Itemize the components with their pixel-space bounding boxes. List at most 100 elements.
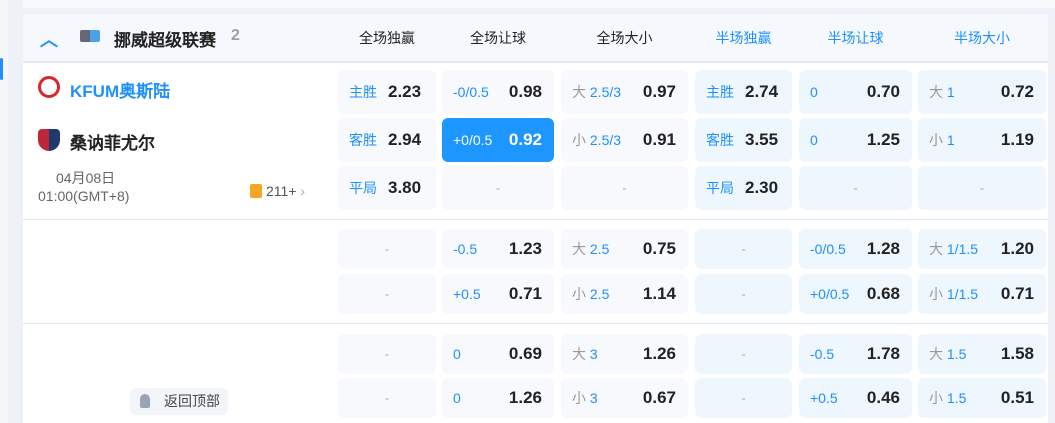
odds-value: 0.92	[508, 130, 542, 149]
over-under-label: 小	[929, 132, 943, 148]
odds-value: 1.14	[642, 284, 676, 303]
odds-cell[interactable]: +0.5 0.71	[442, 274, 554, 314]
odds-cell: -	[799, 166, 912, 210]
odds-label: +0/0.5	[453, 132, 492, 148]
odds-cell[interactable]: -0.5 1.23	[442, 229, 554, 269]
odds-value: 2.94	[388, 130, 422, 149]
handicap-line: -0/0.5	[453, 84, 489, 100]
over-under-label: 大	[572, 241, 586, 257]
league-logo-icon	[80, 30, 100, 42]
odds-cell: -	[442, 166, 554, 210]
odds-value: 0.69	[508, 344, 542, 363]
over-under-label: 大	[572, 84, 586, 100]
home-team-logo-icon	[38, 76, 60, 98]
odds-label: 0	[453, 346, 461, 362]
odds-value: 0.71	[1000, 284, 1034, 303]
odds-cell: -	[338, 229, 436, 269]
odds-cell[interactable]: 小 2.5 1.14	[561, 274, 688, 314]
odds-cell[interactable]: 平局 2.30	[695, 166, 792, 210]
odds-label: 小 1/1.5	[929, 284, 978, 304]
odds-label: 0	[810, 132, 818, 148]
odds-label: -0/0.5	[453, 84, 489, 100]
odds-cell[interactable]: 平局 3.80	[338, 166, 436, 210]
empty-odds: -	[741, 286, 746, 302]
odds-cell: -	[695, 334, 792, 374]
odds-cell[interactable]: 小 1.5 0.51	[918, 378, 1046, 418]
empty-odds: -	[741, 390, 746, 406]
handicap-line: -0/0.5	[810, 241, 846, 257]
odds-cell[interactable]: 0 1.26	[442, 378, 554, 418]
odds-value: 1.25	[866, 130, 900, 149]
odds-label: -0.5	[810, 346, 834, 362]
odds-label: -0/0.5	[810, 241, 846, 257]
handicap-line: 3	[589, 390, 598, 406]
odds-cell[interactable]: +0.5 0.46	[799, 378, 912, 418]
column-header: 半场大小	[954, 30, 1010, 46]
back-to-top-button[interactable]: 返回顶部	[130, 388, 228, 415]
collapse-chevron-icon[interactable]: ︿	[40, 30, 58, 50]
handicap-line: -0.5	[453, 241, 478, 257]
odds-cell[interactable]: -0/0.5 1.28	[799, 229, 912, 269]
odds-value: 3.55	[745, 130, 779, 149]
odds-cell[interactable]: 0 1.25	[799, 118, 912, 162]
odds-cell[interactable]: 大 1/1.5 1.20	[918, 229, 1046, 269]
odds-value: 1.28	[866, 239, 900, 258]
odds-label: 平局	[349, 178, 377, 198]
away-team-name[interactable]: 桑讷菲尤尔	[70, 134, 155, 153]
empty-odds: -	[384, 241, 390, 257]
odds-cell[interactable]: 小 2.5/3 0.91	[561, 118, 688, 162]
odds-cell[interactable]: 小 1/1.5 0.71	[918, 274, 1046, 314]
odds-value: 0.67	[642, 388, 676, 407]
odds-value: 1.26	[642, 344, 676, 363]
odds-label: 大 2.5	[572, 239, 609, 259]
odds-label: 客胜	[706, 130, 734, 150]
odds-label: 小 1	[929, 130, 955, 150]
empty-odds: -	[979, 180, 985, 196]
odds-cell[interactable]: 大 1 0.72	[918, 70, 1046, 114]
odds-label: +0.5	[453, 286, 481, 302]
odds-cell: -	[918, 166, 1046, 210]
odds-cell[interactable]: 主胜 2.74	[695, 70, 792, 114]
odds-cell[interactable]: -0.5 1.78	[799, 334, 912, 374]
odds-cell[interactable]: 0 0.70	[799, 70, 912, 114]
odds-cell: -	[695, 378, 792, 418]
odds-cell[interactable]: +0/0.5 0.68	[799, 274, 912, 314]
odds-cell[interactable]: 大 2.5/3 0.97	[561, 70, 688, 114]
odds-value: 1.26	[508, 388, 542, 407]
more-markets-link[interactable]: 211+ ›	[250, 183, 305, 199]
match-time: 01:00(GMT+8)	[38, 188, 130, 204]
handicap-line: 1/1.5	[946, 241, 979, 257]
odds-label: 大 1.5	[929, 344, 966, 364]
back-to-top-label: 返回顶部	[164, 393, 220, 409]
odds-cell[interactable]: 主胜 2.23	[338, 70, 436, 114]
odds-label: +0.5	[810, 390, 838, 406]
odds-cell[interactable]: +0/0.5 0.92	[442, 118, 554, 162]
empty-odds: -	[495, 180, 501, 196]
odds-cell: -	[338, 334, 436, 374]
column-header: 全场大小	[596, 30, 653, 46]
over-under-label: 小	[572, 132, 586, 148]
handicap-line: -0.5	[810, 346, 835, 362]
odds-value: 2.23	[388, 82, 422, 101]
empty-odds: -	[622, 180, 627, 196]
odds-cell[interactable]: 大 2.5 0.75	[561, 229, 688, 269]
odds-cell[interactable]: 大 1.5 1.58	[918, 334, 1046, 374]
odds-cell[interactable]: 大 3 1.26	[561, 334, 688, 374]
odds-cell[interactable]: 客胜 3.55	[695, 118, 792, 162]
outcome-label: 客胜	[349, 132, 377, 148]
odds-cell[interactable]: 0 0.69	[442, 334, 554, 374]
chevron-right-icon: ›	[300, 183, 306, 199]
odds-label: 大 2.5/3	[572, 82, 621, 102]
column-header: 半场独赢	[715, 30, 772, 46]
over-under-label: 小	[572, 390, 586, 406]
odds-label: 平局	[706, 178, 734, 198]
odds-cell[interactable]: 客胜 2.94	[338, 118, 436, 162]
odds-cell[interactable]: 小 3 0.67	[561, 378, 688, 418]
over-under-label: 小	[929, 286, 943, 302]
handicap-line: 2.5	[589, 286, 610, 302]
handicap-line: +0.5	[453, 286, 481, 302]
odds-cell[interactable]: -0/0.5 0.98	[442, 70, 554, 114]
odds-cell[interactable]: 小 1 1.19	[918, 118, 1046, 162]
home-team-name[interactable]: KFUM奥斯陆	[70, 82, 171, 101]
odds-label: -0.5	[453, 241, 477, 257]
